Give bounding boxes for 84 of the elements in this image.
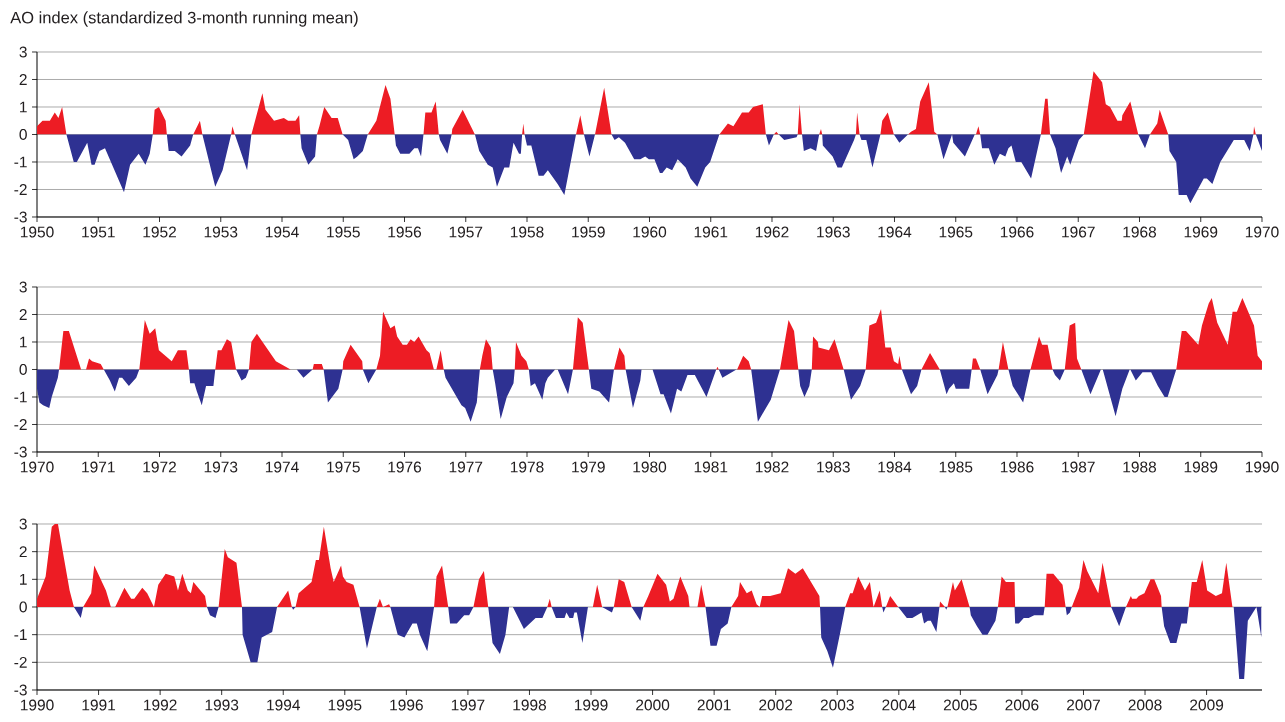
x-tick-label: 1975 [327, 461, 360, 473]
x-tick-label: 1991 [82, 699, 116, 711]
y-tick-label: 0 [19, 601, 27, 613]
x-tick-label: 1988 [1123, 461, 1157, 473]
x-tick-label: 1962 [755, 226, 789, 238]
y-tick-label: -3 [14, 211, 27, 223]
y-tick-label: -1 [14, 156, 27, 168]
x-tick-label: 1952 [143, 226, 176, 238]
x-tick-label: 1973 [204, 461, 238, 473]
y-tick-label: -1 [14, 629, 27, 640]
x-tick-label: 1970 [20, 461, 54, 473]
x-tick-label: 1971 [82, 461, 115, 473]
x-tick-label: 1976 [388, 461, 422, 473]
y-tick-label: 1 [20, 101, 27, 113]
y-tick-label: 2 [19, 309, 27, 320]
x-tick-label: 2006 [1005, 699, 1039, 711]
x-tick-label: 2003 [820, 699, 854, 711]
x-tick-label: 1966 [1000, 226, 1034, 238]
x-tick-label: 1961 [694, 226, 728, 238]
x-tick-label: 1953 [204, 226, 238, 238]
x-tick-label: 2002 [759, 699, 793, 711]
y-tick-label: 0 [19, 364, 27, 375]
x-tick-label: 1986 [1000, 461, 1034, 473]
x-tick-label: 1977 [449, 461, 483, 473]
x-tick-label: 1996 [390, 699, 423, 711]
x-tick-label: 1957 [449, 226, 483, 238]
y-tick-label: 3 [19, 281, 27, 293]
x-tick-label: 1967 [1062, 226, 1095, 238]
y-tick-label: -3 [14, 684, 27, 696]
x-tick-label: 1990 [1245, 461, 1279, 473]
x-tick-label: 2007 [1067, 699, 1100, 711]
x-tick-label: 1981 [694, 461, 728, 473]
chart-title: AO index (standardized 3-month running mean) [10, 11, 358, 27]
x-tick-label: 2005 [943, 699, 977, 711]
x-tick-label: 1999 [574, 699, 608, 711]
x-tick-label: 1955 [327, 226, 360, 238]
x-tick-label: 1990 [20, 699, 54, 711]
x-tick-label: 2001 [697, 699, 731, 711]
x-tick-label: 1963 [817, 226, 850, 238]
y-tick-label: 0 [19, 129, 27, 140]
x-tick-label: 1993 [205, 699, 239, 711]
y-tick-label: -2 [14, 419, 27, 430]
y-tick-label: 3 [19, 518, 27, 530]
x-tick-label: 1992 [144, 699, 177, 711]
y-tick-label: 2 [19, 546, 27, 558]
y-tick-label: 1 [20, 336, 27, 348]
x-tick-label: 1970 [1245, 226, 1279, 238]
y-tick-label: 3 [19, 46, 27, 58]
x-tick-label: 2008 [1128, 699, 1162, 711]
y-tick-label: 1 [20, 573, 27, 585]
y-tick-label: -2 [14, 184, 27, 195]
x-tick-label: 1995 [328, 699, 362, 711]
x-tick-label: 2004 [882, 699, 916, 711]
x-tick-label: 1959 [572, 226, 605, 238]
x-tick-label: 1965 [939, 226, 973, 238]
x-tick-label: 1974 [265, 461, 299, 473]
x-tick-label: 1987 [1062, 461, 1095, 473]
x-tick-label: 1980 [633, 461, 667, 473]
x-tick-label: 1985 [939, 461, 973, 473]
x-tick-label: 2009 [1190, 699, 1224, 711]
x-tick-label: 1958 [510, 226, 544, 238]
y-tick-label: -1 [14, 391, 27, 403]
x-tick-label: 1950 [20, 226, 54, 238]
x-tick-label: 1978 [510, 461, 544, 473]
x-tick-label: 1982 [755, 461, 789, 473]
x-tick-label: 1984 [878, 461, 912, 473]
x-tick-label: 1969 [1184, 226, 1218, 238]
x-tick-label: 1956 [388, 226, 422, 238]
x-tick-label: 1989 [1184, 461, 1218, 473]
y-tick-label: -3 [14, 446, 27, 458]
x-tick-label: 1979 [572, 461, 605, 473]
x-tick-label: 1968 [1123, 226, 1157, 238]
x-tick-label: 1972 [143, 461, 176, 473]
y-tick-label: 2 [19, 74, 27, 85]
x-tick-label: 1994 [267, 699, 301, 711]
x-tick-label: 1954 [265, 226, 299, 238]
x-tick-label: 1997 [451, 699, 485, 711]
x-tick-label: 2000 [636, 699, 670, 711]
x-tick-label: 1960 [633, 226, 667, 238]
x-tick-label: 1951 [82, 226, 115, 238]
y-tick-label: -2 [14, 656, 27, 668]
x-tick-label: 1998 [513, 699, 547, 711]
x-tick-label: 1983 [817, 461, 850, 473]
x-tick-label: 1964 [878, 226, 912, 238]
